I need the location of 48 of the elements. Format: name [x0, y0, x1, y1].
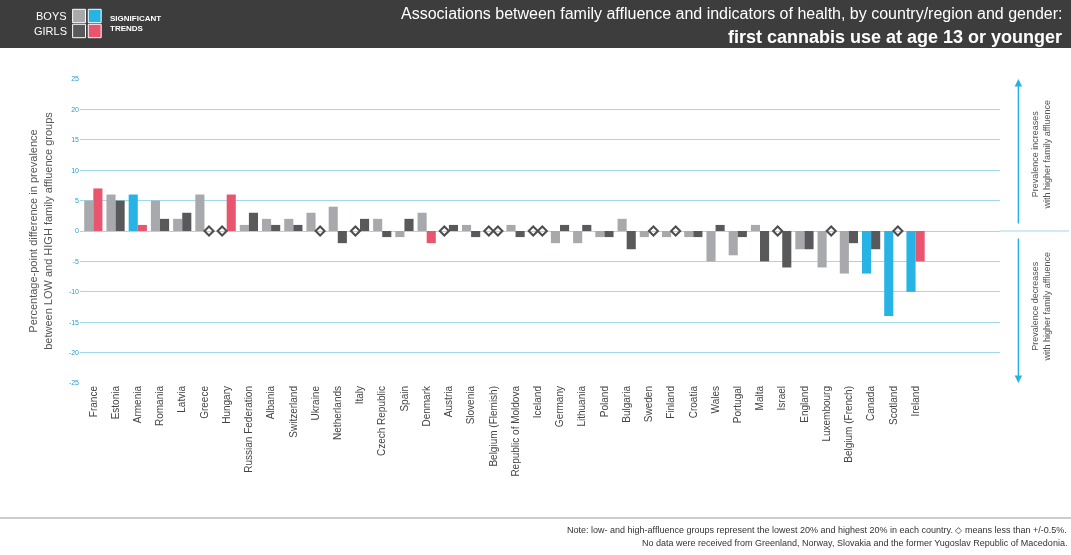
x-tick-label: Portugal	[732, 386, 744, 424]
text: Prevalence increases with higher family affluence	[1030, 99, 1053, 210]
y-axis-title: Percentage-point difference in prevalence between LOW and HIGH family affluence groups	[27, 111, 54, 350]
x-tick-label: Latvia	[176, 385, 188, 413]
x-tick-label: Finland	[665, 386, 677, 419]
x-tick-label: Armenia	[132, 385, 144, 424]
x-tick-label: France	[87, 385, 99, 418]
x-tick-label: Iceland	[532, 386, 544, 419]
x-tick-label: Lithuania	[576, 385, 588, 427]
text: No data were received from Greenland, Norway, Slovakia and the former Yugoslav Republic of Macedonia.	[642, 538, 1068, 548]
x-tick-label: Republic of Moldova	[509, 385, 521, 477]
x-tick-label: Belgium (French)	[843, 386, 855, 463]
x-tick-label: Ukraine	[309, 385, 321, 421]
x-tick-label: Austria	[443, 385, 455, 418]
x-tick-label: Scotland	[887, 386, 899, 425]
x-tick-label: Switzerland	[287, 386, 299, 438]
chart-title: Associations between family affluence and indicators of health, by country/region and gender:	[401, 5, 1063, 22]
x-tick-label: Ireland	[909, 386, 921, 417]
x-tick-label: Slovenia	[465, 385, 477, 425]
x-tick-label: England	[798, 386, 810, 423]
x-tick-label: Sweden	[643, 386, 655, 423]
x-tick-label: Russian Federation	[243, 386, 255, 473]
legend-label: BOYS	[36, 10, 67, 22]
x-tick-label: Malta	[754, 385, 766, 411]
x-tick-label: Poland	[598, 386, 610, 418]
x-tick-label: Hungary	[220, 386, 232, 424]
legend-label: GIRLS	[34, 25, 68, 37]
chart-subtitle: first cannabis use at age 13 or younger	[728, 27, 1063, 47]
x-tick-label: Denmark	[420, 385, 432, 427]
x-tick-label: Israel	[776, 386, 788, 411]
legend-title: SIGNIFICANT TRENDS	[110, 14, 162, 34]
x-tick-label: Germany	[554, 386, 566, 428]
x-tick-label: Bulgaria	[620, 385, 632, 423]
x-tick-label: Italy	[354, 386, 366, 405]
x-tick-label: Croatia	[687, 385, 699, 419]
x-tick-label: Spain	[398, 386, 410, 412]
text: Note: low- and high-affluence groups represent the lowest 20% and highest 20% in each country. ◇ means less than +/-0.5%.	[567, 525, 1067, 535]
x-tick-label: Canada	[865, 385, 877, 422]
x-tick-label: Estonia	[109, 385, 121, 420]
x-tick-label: Greece	[198, 385, 210, 419]
x-tick-label: Netherlands	[332, 386, 344, 440]
x-tick-label: Luxembourg	[820, 386, 832, 442]
x-tick-label: Wales	[709, 386, 721, 414]
x-tick-label: Czech Republic	[376, 386, 388, 457]
x-tick-label: Belgium (Flemish)	[487, 386, 499, 467]
x-tick-label: Romania	[154, 385, 166, 427]
x-tick-label: Albania	[265, 385, 277, 420]
text: Prevalence decreases with higher family affluence	[1030, 251, 1053, 362]
